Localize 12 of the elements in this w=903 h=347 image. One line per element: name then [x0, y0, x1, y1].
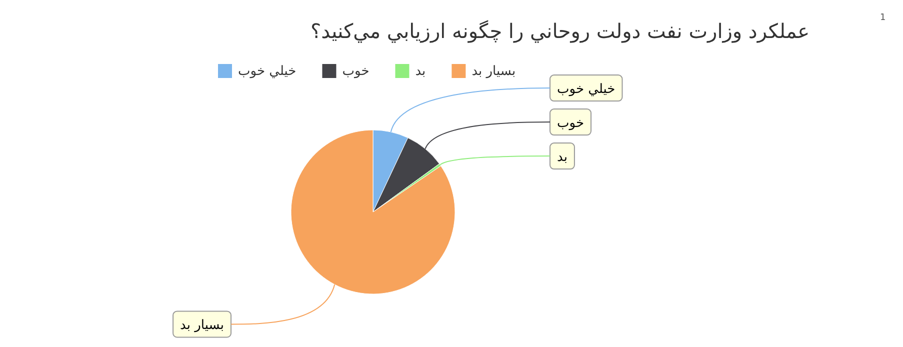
- legend-label: خوب: [342, 64, 370, 79]
- legend-label: بسيار بد: [472, 64, 516, 79]
- chart-title: عملکرد وزارت نفت دولت روحاني را چگونه ارزيابي مي‌کنيد؟: [310, 19, 810, 43]
- text: 1: [880, 13, 886, 23]
- legend-label: خيلي خوب: [238, 64, 296, 79]
- slice-label: بد: [557, 150, 568, 166]
- slice-label: بسيار بد: [180, 318, 224, 334]
- بد: بد: [395, 64, 426, 79]
- slice-label: خيلي خوب: [557, 82, 616, 98]
- legend-label: بد: [415, 64, 426, 79]
- خوب: خوب: [322, 64, 370, 79]
- slice-label: خوب: [557, 116, 584, 132]
